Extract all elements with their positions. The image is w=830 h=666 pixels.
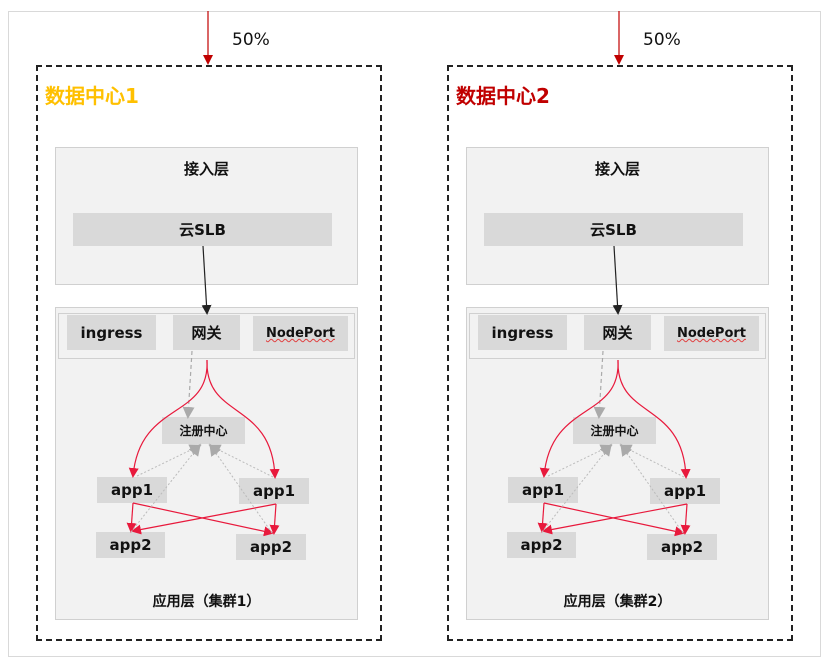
ingress-box: ingress xyxy=(478,315,567,350)
gateway-registry-arrow xyxy=(593,350,606,419)
app2l-register xyxy=(130,443,201,533)
datacenter-2: 50% 数据中心2 接入层 云SLB ingress 网关 NodePort 注… xyxy=(411,0,811,666)
app1r-to-app2l xyxy=(542,503,688,535)
app1r-register xyxy=(619,444,685,478)
nodeport-box: NodePort xyxy=(664,316,759,351)
app1l-to-app2l xyxy=(126,502,137,533)
traffic-share-label: 50% xyxy=(232,30,270,50)
registry-center: 注册中心 xyxy=(162,417,245,444)
slb-to-gateway-arrow xyxy=(201,245,212,315)
datacenter-title: 数据中心2 xyxy=(456,84,550,108)
gateway-to-app1-left xyxy=(539,359,619,478)
datacenter-boundary xyxy=(36,65,382,641)
app-layer-label: 应用层（集群2） xyxy=(563,594,672,610)
app2r-register xyxy=(620,443,684,534)
gateway-registry-arrow xyxy=(182,350,195,419)
app2-left: app2 xyxy=(96,532,165,558)
cloud-slb: 云SLB xyxy=(73,213,332,246)
app1-right: app1 xyxy=(239,478,309,504)
datacenter-title: 数据中心1 xyxy=(45,84,139,108)
app2l-register xyxy=(541,443,612,533)
access-layer-label: 接入层 xyxy=(594,160,640,178)
slb-to-gateway-arrow xyxy=(612,245,623,315)
app2r-register xyxy=(209,443,273,534)
access-layer-label: 接入层 xyxy=(183,160,229,178)
app1-left: app1 xyxy=(508,477,578,503)
cloud-slb: 云SLB xyxy=(484,213,743,246)
gateway-box: 网关 xyxy=(584,315,651,350)
registry-center: 注册中心 xyxy=(573,417,656,444)
outer-frame xyxy=(8,11,821,657)
app1-right: app1 xyxy=(650,478,720,504)
app2-right: app2 xyxy=(236,534,306,560)
gateway-box: 网关 xyxy=(173,315,240,350)
app1r-to-app2r xyxy=(680,503,691,535)
app-layer xyxy=(55,307,358,620)
datacenter-1: 50% 数据中心1 接入层 云SLB ingress 网关 NodePort 注… xyxy=(0,0,400,666)
app2-right: app2 xyxy=(647,534,717,560)
app1l-register xyxy=(547,444,613,477)
app2-left: app2 xyxy=(507,532,576,558)
app1l-register xyxy=(136,444,202,477)
traffic-share-label: 50% xyxy=(643,30,681,50)
app-layer-label: 应用层（集群1） xyxy=(152,594,261,610)
gateway-to-app1-right xyxy=(617,359,691,479)
app1-left: app1 xyxy=(97,477,167,503)
app1r-to-app2r xyxy=(269,503,280,535)
gateway-to-app1-right xyxy=(206,359,280,479)
app1r-to-app2l xyxy=(131,503,277,535)
app-layer xyxy=(466,307,769,620)
app1r-register xyxy=(208,444,274,478)
app1l-to-app2l xyxy=(537,502,548,533)
ingress-box: ingress xyxy=(67,315,156,350)
nodeport-box: NodePort xyxy=(253,316,348,351)
datacenter-boundary xyxy=(447,65,793,641)
gateway-to-app1-left xyxy=(128,359,208,478)
